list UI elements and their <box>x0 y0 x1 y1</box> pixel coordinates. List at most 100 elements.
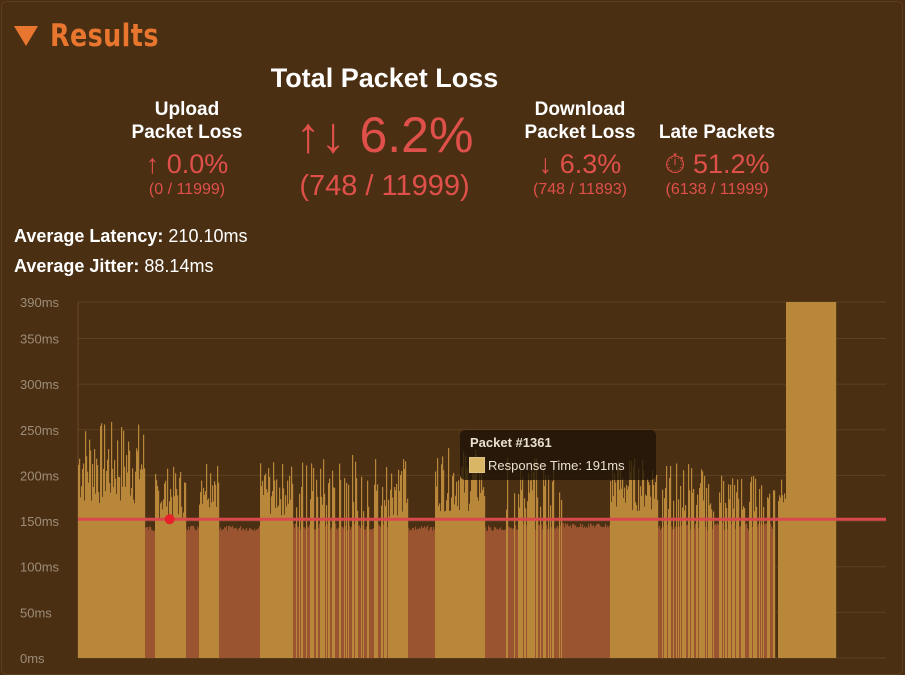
response-bar <box>193 525 195 658</box>
response-bar <box>447 493 449 658</box>
download-label-line2: Packet Loss <box>524 122 636 143</box>
response-bar <box>303 527 305 658</box>
response-bar <box>599 524 601 658</box>
response-bar <box>200 492 202 658</box>
response-bar <box>117 440 119 658</box>
response-bar <box>472 463 474 658</box>
response-bar <box>99 503 101 658</box>
response-bar <box>320 468 322 658</box>
response-bar <box>439 503 441 658</box>
response-bar <box>771 526 773 658</box>
response-bar <box>452 475 454 658</box>
response-bar <box>416 530 418 658</box>
response-bar <box>426 526 428 658</box>
response-bar <box>292 483 294 658</box>
response-bar <box>577 527 579 658</box>
response-bar <box>263 495 265 658</box>
response-bar <box>225 527 227 658</box>
response-bar <box>418 528 420 658</box>
response-bar <box>561 500 563 658</box>
response-bar <box>164 483 166 658</box>
response-bar <box>365 529 367 658</box>
response-bar <box>521 489 523 658</box>
response-bar <box>511 528 513 658</box>
response-bar <box>746 523 748 658</box>
response-bar <box>792 302 794 658</box>
response-bar <box>336 528 338 658</box>
response-bar <box>277 507 279 658</box>
response-bar <box>104 424 106 658</box>
response-bar <box>585 528 587 658</box>
response-bar <box>758 523 760 658</box>
response-bar <box>254 528 256 658</box>
caret-down-icon[interactable] <box>14 26 38 46</box>
response-bar <box>717 523 719 658</box>
response-bar <box>442 456 444 658</box>
y-tick-label: 0ms <box>20 651 45 666</box>
response-bar <box>414 529 416 658</box>
upload-detail: (0 / 11999) <box>148 181 226 198</box>
response-bar <box>586 526 588 658</box>
response-bar <box>711 509 713 658</box>
response-bar <box>419 527 421 658</box>
response-bar <box>144 468 146 658</box>
response-bar <box>667 525 669 658</box>
response-bar <box>769 493 771 658</box>
response-bar <box>227 530 229 658</box>
response-bar <box>806 302 808 658</box>
response-bar <box>557 525 559 658</box>
response-bar <box>147 526 149 658</box>
response-bar <box>430 526 432 658</box>
response-bar <box>818 302 820 658</box>
response-bar <box>84 500 86 658</box>
response-bar <box>756 506 758 658</box>
response-bar <box>251 529 253 658</box>
response-bar <box>495 527 497 658</box>
total-packet-loss-value: ↑↓ 6.2% <box>295 107 474 163</box>
response-bar <box>334 487 336 658</box>
response-bar <box>140 469 142 658</box>
response-bar <box>286 506 288 658</box>
response-bar <box>556 527 558 658</box>
response-bar <box>290 499 292 658</box>
response-bar <box>276 479 278 658</box>
response-bar <box>214 481 216 658</box>
response-bar <box>271 496 273 658</box>
response-bar <box>374 484 376 658</box>
response-bar <box>299 493 301 658</box>
response-bar <box>348 484 350 658</box>
response-bar <box>433 526 435 658</box>
response-bar <box>260 463 262 658</box>
response-time-chart[interactable]: 0ms 50ms 100ms 150ms 200ms 250ms 300ms 350ms 390… <box>0 284 905 675</box>
response-bar <box>593 524 595 658</box>
response-bar <box>228 526 230 658</box>
response-bar <box>612 465 614 658</box>
response-bar <box>737 479 739 658</box>
response-bar <box>115 478 117 658</box>
response-bar <box>279 487 281 658</box>
response-bar <box>119 477 121 658</box>
response-bar <box>128 441 130 658</box>
response-bar <box>306 465 308 658</box>
response-bar <box>819 302 821 658</box>
response-bar <box>395 490 397 658</box>
response-bar <box>830 302 832 658</box>
response-bar <box>663 526 665 658</box>
response-bar <box>435 471 437 658</box>
response-bar <box>114 459 116 658</box>
response-bar <box>759 488 761 658</box>
response-bar <box>826 302 828 658</box>
response-bar <box>283 488 285 658</box>
response-bar <box>552 481 554 658</box>
response-bar <box>284 514 286 658</box>
response-bar <box>288 503 290 658</box>
response-bar <box>109 483 111 658</box>
response-bar <box>733 508 735 658</box>
response-bar <box>235 527 237 658</box>
response-bar <box>321 496 323 658</box>
response-bar <box>100 425 102 658</box>
response-bar <box>440 511 442 658</box>
response-bar <box>198 528 200 658</box>
results-header[interactable]: Results <box>14 16 183 56</box>
response-bar <box>738 498 740 658</box>
